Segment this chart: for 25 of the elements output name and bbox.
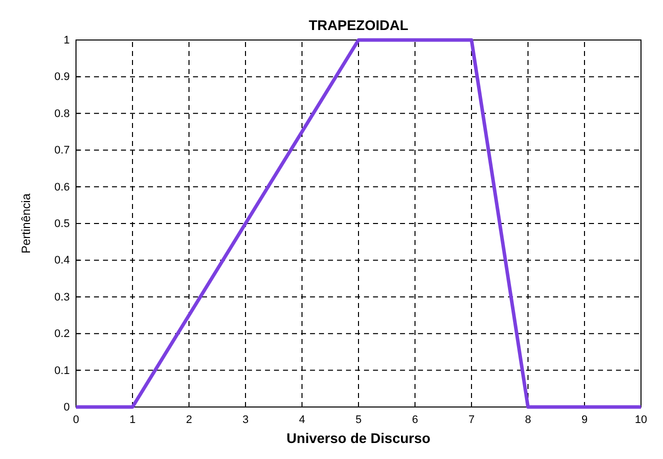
x-tick-label: 0 xyxy=(72,414,80,426)
x-tick-label: 5 xyxy=(355,414,362,426)
y-tick-label: 1 xyxy=(64,34,70,47)
x-tick-label: 9 xyxy=(581,414,588,426)
y-tick-label: 0.6 xyxy=(54,181,70,194)
x-tick-label: 8 xyxy=(524,414,532,426)
x-tick-label: 6 xyxy=(412,414,418,426)
x-tick-label: 7 xyxy=(468,414,475,426)
y-tick-label: 0.5 xyxy=(54,218,70,230)
chart-title: TRAPEZOIDAL xyxy=(308,17,409,33)
y-tick-label: 0.4 xyxy=(54,254,70,267)
y-tick-label: 0.2 xyxy=(54,328,70,340)
y-axis-title: Pertinência xyxy=(19,193,33,254)
y-tick-label: 0.8 xyxy=(54,108,70,120)
y-tick-label: 0.7 xyxy=(54,144,70,157)
x-axis-title: Universo de Discurso xyxy=(286,430,430,446)
x-tick-label: 1 xyxy=(129,414,136,426)
x-tick-label: 10 xyxy=(634,414,648,426)
x-tick-label: 3 xyxy=(242,414,249,426)
y-tick-label: 0 xyxy=(64,402,70,414)
y-tick-label: 0.1 xyxy=(54,364,70,377)
y-tick-label: 0.3 xyxy=(54,291,70,304)
x-tick-label: 2 xyxy=(186,414,192,426)
y-tick-label: 0.9 xyxy=(54,71,70,84)
x-tick-label: 4 xyxy=(298,414,306,426)
